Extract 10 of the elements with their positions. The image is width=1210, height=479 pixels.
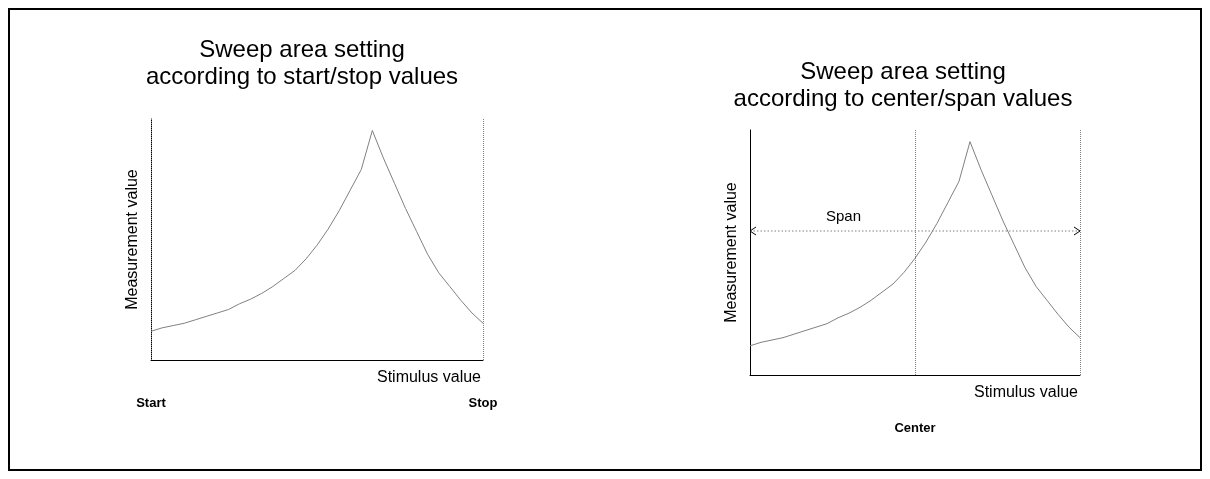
x-axis-title: Stimulus value <box>973 382 1079 400</box>
y-axis-title: Measurement value <box>122 169 140 310</box>
x-tick-label: Stop <box>468 395 498 410</box>
x-axis-title: Stimulus value <box>376 367 482 385</box>
chart-title: Sweep area setting according to center/span values <box>733 57 1073 111</box>
x-tick-label: Start <box>136 395 167 410</box>
text: Center <box>893 420 937 435</box>
y-axis-title: Measurement value <box>721 182 739 323</box>
annotation: Span <box>826 207 862 224</box>
chart-title: Sweep area setting according to start/stop values <box>145 35 459 89</box>
